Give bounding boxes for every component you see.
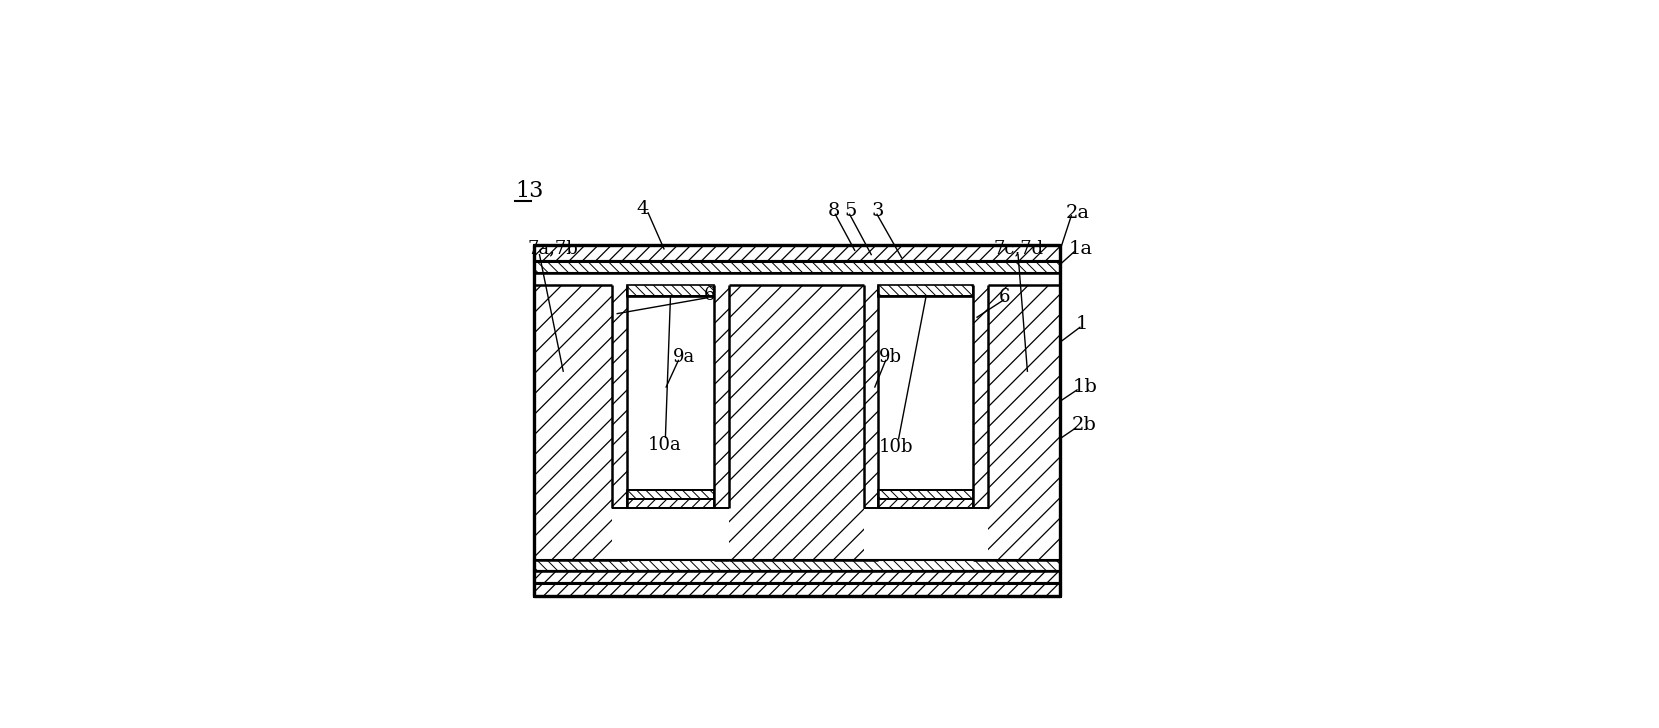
Polygon shape: [627, 296, 715, 490]
Polygon shape: [534, 261, 1060, 272]
Polygon shape: [715, 285, 728, 508]
Polygon shape: [627, 490, 715, 499]
Text: 10a: 10a: [649, 435, 682, 454]
Polygon shape: [974, 285, 987, 508]
Text: 1: 1: [1075, 315, 1088, 333]
Text: 6: 6: [703, 286, 715, 304]
Text: 6: 6: [999, 288, 1010, 306]
Polygon shape: [534, 285, 612, 560]
Text: 13: 13: [514, 181, 544, 202]
Text: 2a: 2a: [1065, 204, 1090, 222]
Text: 8: 8: [828, 202, 839, 220]
Text: 1a: 1a: [1068, 240, 1092, 258]
Text: 2b: 2b: [1072, 416, 1097, 434]
Text: 9a: 9a: [674, 348, 695, 365]
Polygon shape: [534, 560, 1060, 571]
Text: 5: 5: [844, 202, 856, 220]
Polygon shape: [878, 285, 974, 296]
Polygon shape: [878, 296, 974, 490]
Polygon shape: [534, 245, 1060, 261]
Text: 7a,7b: 7a,7b: [528, 240, 577, 258]
Text: 3: 3: [871, 202, 884, 220]
Text: 7c,7d: 7c,7d: [994, 240, 1044, 258]
Polygon shape: [612, 285, 627, 508]
Text: 9b: 9b: [878, 348, 901, 365]
Polygon shape: [878, 490, 974, 499]
Polygon shape: [987, 285, 1060, 560]
Polygon shape: [627, 285, 715, 296]
Polygon shape: [627, 499, 715, 508]
Polygon shape: [864, 285, 878, 508]
Polygon shape: [878, 499, 974, 508]
Polygon shape: [534, 571, 1060, 583]
Text: 1b: 1b: [1073, 378, 1098, 396]
Text: 10b: 10b: [878, 438, 912, 456]
Text: 4: 4: [637, 200, 649, 218]
Polygon shape: [728, 285, 864, 560]
Polygon shape: [534, 583, 1060, 596]
